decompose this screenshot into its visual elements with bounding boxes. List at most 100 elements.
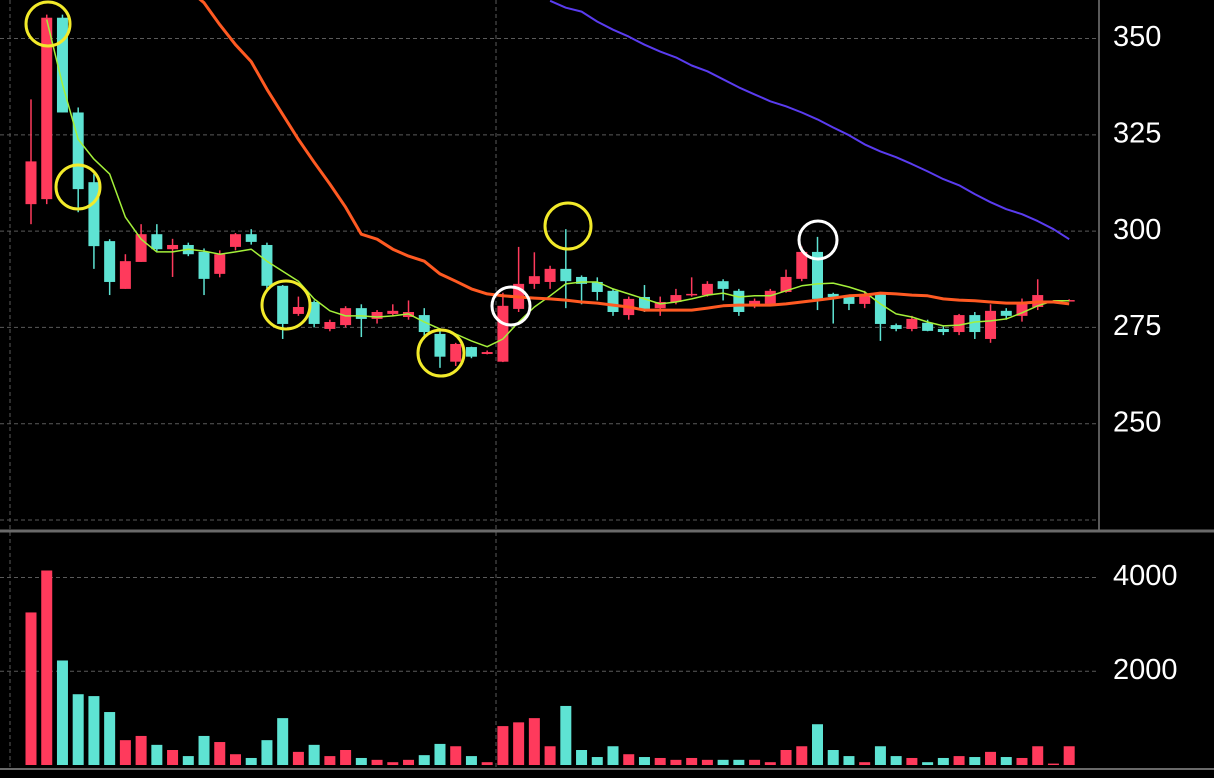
volume-bar: [324, 756, 336, 765]
candle-body: [355, 308, 367, 319]
candle-body: [560, 268, 572, 282]
moving-average-line: [549, 0, 1070, 241]
highlight-circle: [260, 279, 312, 331]
candle-body: [1016, 303, 1028, 316]
volume-bar: [985, 751, 997, 765]
volume-bar: [560, 705, 572, 765]
volume-bar: [591, 757, 603, 765]
volume-bar: [434, 743, 446, 765]
candle-body: [229, 234, 241, 247]
y-tick-label: 275: [1113, 310, 1161, 342]
candle-body: [985, 310, 997, 339]
volume-bar: [937, 757, 949, 765]
candle-body: [969, 315, 981, 333]
volume-bar: [922, 762, 934, 765]
candle-body: [812, 251, 823, 299]
volume-bar: [277, 718, 289, 765]
volume-bar: [182, 756, 194, 765]
candle-body: [780, 276, 792, 292]
candle-body: [324, 322, 336, 329]
volume-bar: [1000, 757, 1012, 765]
candle-body: [41, 17, 53, 200]
highlight-circles: [24, 0, 839, 378]
volume-bar: [638, 757, 650, 765]
y-tick-label: 250: [1113, 406, 1161, 438]
candle-body: [135, 234, 147, 262]
volume-bar: [450, 746, 462, 765]
volume-bar: [1016, 757, 1028, 765]
candle-body: [638, 296, 650, 309]
volume-bar: [701, 759, 713, 765]
volume-bar: [198, 735, 210, 765]
volume-bar: [481, 762, 493, 765]
volume-tick-label: 2000: [1113, 654, 1178, 686]
volume-bar: [717, 759, 729, 765]
candle-body: [906, 318, 918, 329]
volume-bar: [607, 746, 619, 765]
candle-body: [701, 283, 713, 296]
candle-body: [591, 281, 603, 292]
volume-bar: [167, 750, 179, 765]
price-panel: [25, 14, 1075, 368]
volume-bar: [387, 762, 399, 765]
candle-body: [654, 301, 666, 309]
volume-bar: [72, 694, 84, 765]
candle-body: [576, 276, 588, 284]
volume-bar: [1047, 763, 1059, 765]
grid: [0, 0, 1099, 768]
volume-bar: [764, 762, 776, 765]
candle-body: [764, 290, 776, 304]
candle-body: [1000, 310, 1012, 316]
candle-body: [88, 182, 100, 247]
volume-bar: [796, 746, 808, 765]
volume-bar: [780, 750, 792, 765]
candle-body: [450, 343, 462, 362]
candle-body: [686, 293, 698, 296]
price-axis: 250 275 300 325 350 2000 4000: [1113, 21, 1178, 686]
volume-bar: [56, 660, 68, 765]
moving-averages: [45, 0, 1070, 348]
volume-bar: [465, 756, 477, 765]
volume-bar: [859, 762, 871, 765]
volume-bar: [969, 757, 981, 765]
volume-bar: [497, 726, 509, 765]
volume-bar: [576, 750, 588, 765]
volume-bar: [1063, 746, 1075, 765]
candle-body: [434, 333, 446, 357]
volume-bar: [843, 756, 855, 765]
candle-body: [749, 300, 761, 306]
candle-body: [859, 293, 871, 304]
y-tick-label: 350: [1113, 21, 1161, 53]
candle-body: [796, 251, 808, 279]
candle-body: [371, 312, 383, 319]
candle-body: [277, 285, 289, 324]
volume-bar: [544, 746, 556, 765]
candle-body: [104, 241, 116, 282]
candle-body: [465, 347, 477, 357]
volume-bar: [686, 757, 698, 765]
volume-bar: [151, 744, 163, 765]
candle-body: [717, 281, 729, 289]
candle-body: [607, 290, 619, 312]
candle-body: [245, 234, 257, 242]
highlight-circle: [490, 285, 532, 327]
candle-body: [843, 296, 855, 304]
candle-body: [418, 315, 430, 333]
candle-body: [953, 315, 965, 333]
moving-average-line: [45, 19, 1070, 348]
volume-bar: [214, 742, 226, 765]
volume-bar: [733, 759, 745, 765]
volume-bar: [245, 757, 257, 765]
candle-body: [119, 261, 131, 289]
candle-body: [890, 325, 902, 329]
volume-bar: [827, 750, 839, 765]
highlight-circle: [797, 219, 839, 261]
candle-body: [198, 251, 210, 279]
volume-bar: [528, 718, 540, 765]
highlight-circle: [54, 163, 102, 211]
volume-bar: [749, 759, 761, 765]
candle-body: [167, 244, 179, 250]
volume-bar: [308, 744, 320, 765]
volume-bar: [229, 754, 241, 765]
